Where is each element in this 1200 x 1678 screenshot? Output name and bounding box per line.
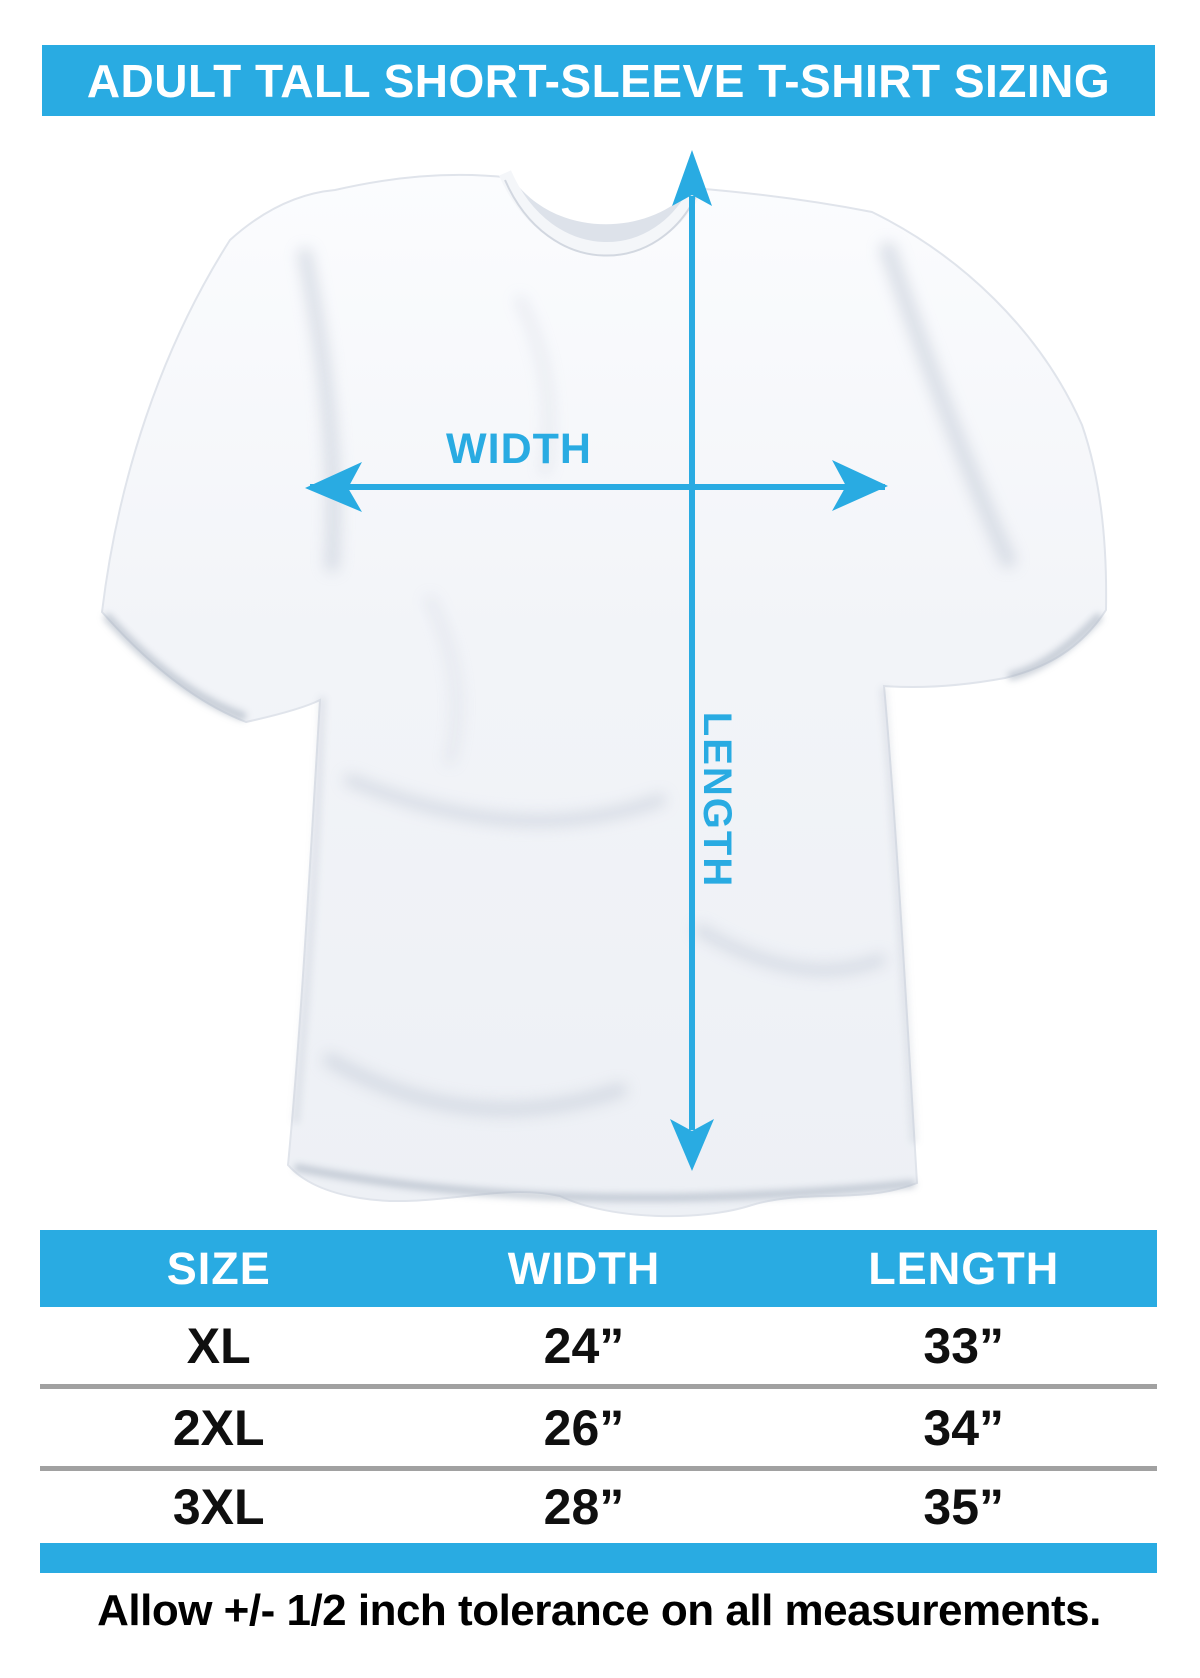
- table-footer-bar: [40, 1543, 1157, 1573]
- title-banner: ADULT TALL SHORT-SLEEVE T-SHIRT SIZING: [42, 45, 1155, 116]
- width-arrow: [305, 460, 888, 512]
- length-arrowhead-top: [672, 150, 712, 206]
- size-value: 3XL: [172, 1479, 265, 1535]
- width-value: 28”: [543, 1479, 625, 1535]
- tshirt-measurement-diagram: WIDTH LENGTH: [0, 115, 1200, 1235]
- length-arrowhead-bottom: [670, 1119, 714, 1171]
- fabric-wrinkles: [298, 242, 1016, 1117]
- table-row-2xl: 2XL 26” 34”: [40, 1389, 1157, 1466]
- table-row-3xl: 3XL 28” 35”: [40, 1471, 1157, 1543]
- collar-band: [499, 170, 705, 255]
- size-table: SIZE WIDTH LENGTH XL 24” 33” 2XL 26” 34”…: [40, 1230, 1157, 1573]
- length-value: 35”: [923, 1479, 1005, 1535]
- tshirt-body: [100, 173, 1108, 1218]
- width-arrowhead-right: [832, 460, 888, 511]
- col-header-size: SIZE: [166, 1242, 271, 1294]
- length-value: 33”: [923, 1317, 1005, 1374]
- width-arrowhead-left: [305, 462, 362, 512]
- tolerance-note: Allow +/- 1/2 inch tolerance on all meas…: [97, 1586, 1101, 1635]
- length-value: 34”: [923, 1399, 1005, 1456]
- row-divider: [40, 1466, 1157, 1471]
- table-header-row: SIZE WIDTH LENGTH: [40, 1230, 1157, 1307]
- size-value: 2XL: [172, 1399, 265, 1456]
- width-arrow-label: WIDTH: [446, 425, 592, 473]
- width-value: 26”: [543, 1399, 625, 1456]
- row-divider: [40, 1384, 1157, 1389]
- table-row-xl: XL 24” 33”: [40, 1307, 1157, 1384]
- edge-shadows: [103, 613, 1103, 1202]
- size-value: XL: [186, 1317, 251, 1374]
- col-header-length: LENGTH: [868, 1242, 1060, 1294]
- col-header-width: WIDTH: [507, 1242, 661, 1294]
- tshirt-diagram-svg: WIDTH LENGTH: [100, 150, 1108, 1218]
- page-title: ADULT TALL SHORT-SLEEVE T-SHIRT SIZING: [86, 54, 1111, 107]
- width-value: 24”: [543, 1317, 625, 1374]
- length-arrow-label: LENGTH: [695, 712, 739, 888]
- collar-band-stitch: [504, 179, 700, 257]
- tshirt-photo: [100, 170, 1108, 1218]
- length-arrow: [670, 150, 714, 1171]
